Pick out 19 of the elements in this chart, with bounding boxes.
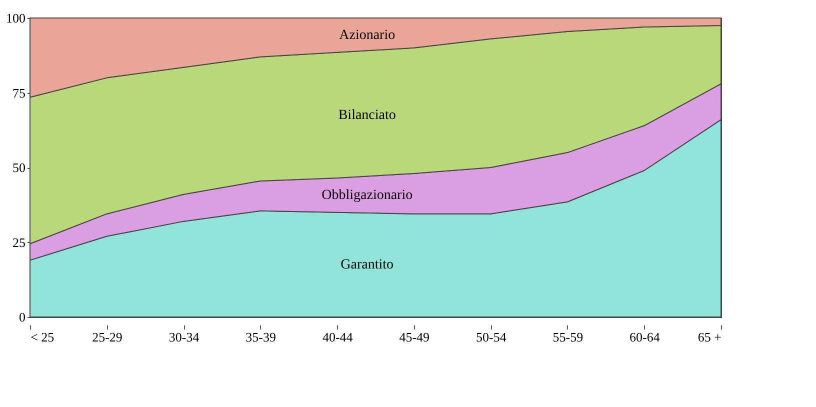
x-tick-label: 55-59 xyxy=(552,330,584,344)
x-tick-label: 60-64 xyxy=(630,330,660,344)
x-tick-label: 40-44 xyxy=(322,330,354,344)
x-tick-label: 45-49 xyxy=(399,330,430,344)
y-tick-label: 100 xyxy=(6,10,26,26)
x-tick-label: < 25 xyxy=(30,330,54,344)
y-tick-label: 25 xyxy=(12,234,26,250)
series-label: Garantito xyxy=(340,258,394,273)
series-label: Azionario xyxy=(339,28,396,44)
x-tick-label: 50-54 xyxy=(476,330,507,344)
series-label: Obbligazionario xyxy=(322,188,413,204)
y-tick-label: 0 xyxy=(19,310,26,324)
x-tick-label: 35-39 xyxy=(246,330,276,344)
series-label: Bilanciato xyxy=(338,108,396,124)
y-tick-label: 75 xyxy=(12,85,26,100)
x-tick-label: 30-34 xyxy=(168,330,200,344)
y-tick-label: 50 xyxy=(12,160,26,175)
x-tick-label: 65 + xyxy=(698,330,722,344)
x-tick-label: 25-29 xyxy=(92,330,122,344)
